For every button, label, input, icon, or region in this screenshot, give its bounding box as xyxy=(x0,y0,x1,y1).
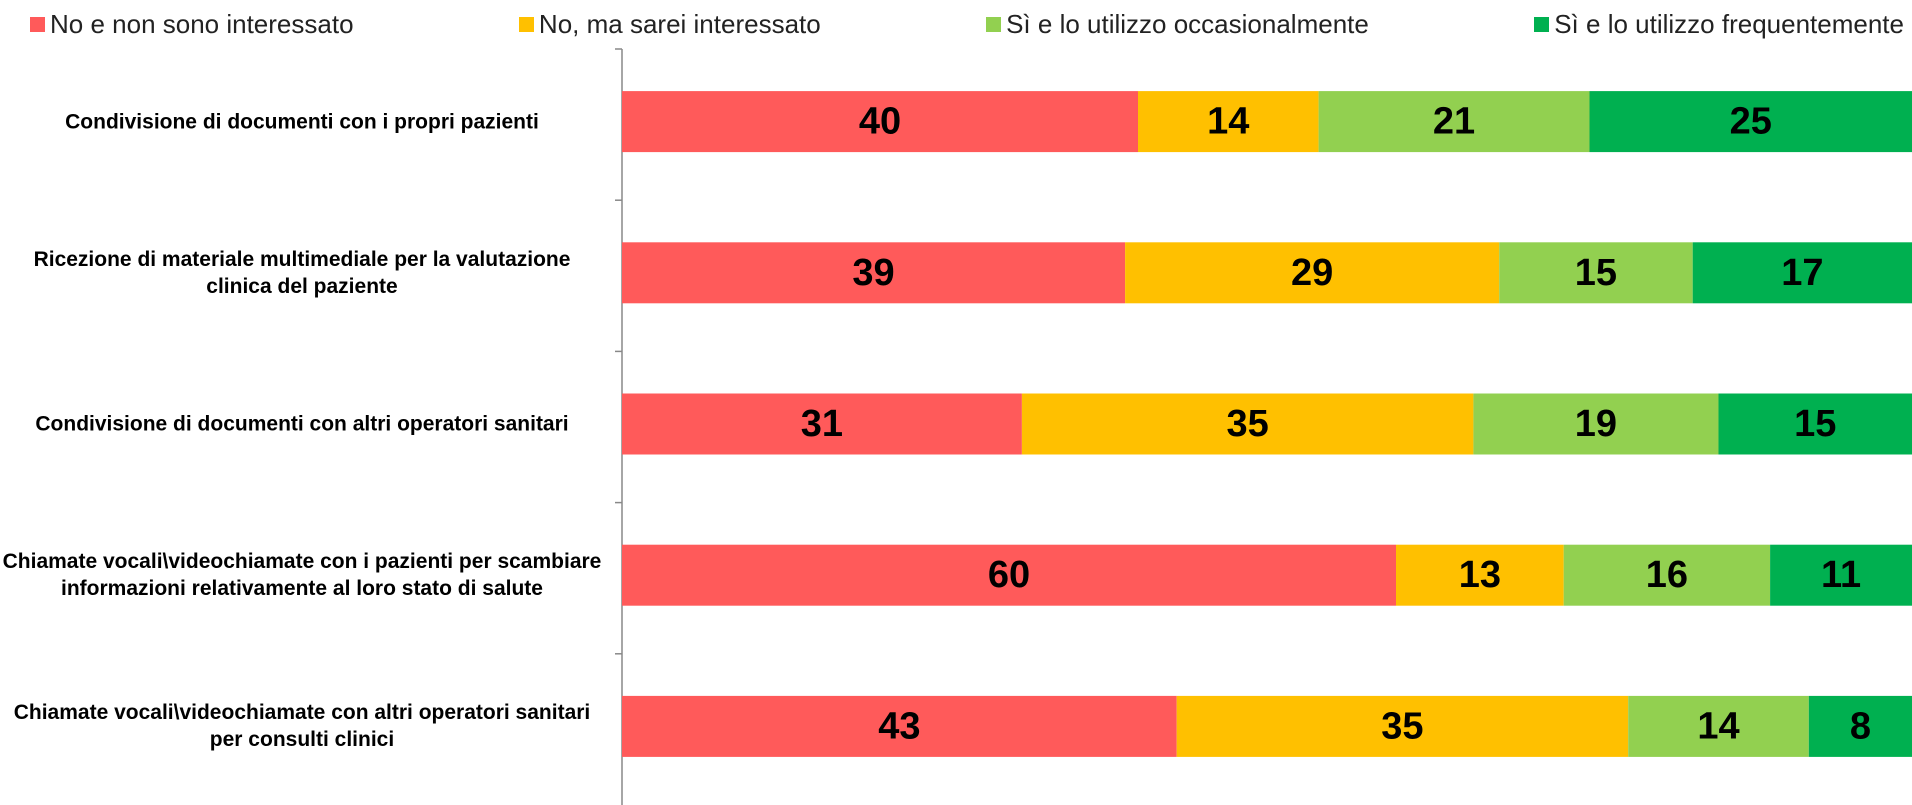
legend-label: No, ma sarei interessato xyxy=(538,8,821,39)
data-label: 17 xyxy=(1781,252,1823,294)
data-label: 39 xyxy=(852,252,894,294)
data-label: 15 xyxy=(1794,403,1836,445)
legend-item: No e non sono interessato xyxy=(30,9,354,40)
bar-segment xyxy=(1176,695,1629,757)
legend-item: No, ma sarei interessato xyxy=(518,8,821,40)
bar-segment xyxy=(1589,91,1912,153)
legend-swatch xyxy=(986,16,1002,32)
bar-segment xyxy=(622,242,1126,304)
bar-segment xyxy=(1563,544,1771,606)
bar-segment xyxy=(1473,393,1719,455)
data-label: 11 xyxy=(1821,554,1861,596)
data-label: 15 xyxy=(1575,252,1617,294)
data-label: 14 xyxy=(1207,101,1249,143)
data-label: 35 xyxy=(1381,705,1423,747)
category-label: Chiamate vocali\videochiamate con altri … xyxy=(13,701,591,752)
legend-label: Sì e lo utilizzo occasionalmente xyxy=(1006,8,1369,39)
bar-segment xyxy=(1318,91,1590,153)
data-label: 13 xyxy=(1459,554,1501,596)
data-label: 40 xyxy=(859,101,901,143)
legend-swatch xyxy=(518,16,534,32)
bar-segment xyxy=(622,91,1138,153)
data-label: 19 xyxy=(1575,403,1617,445)
data-label: 43 xyxy=(878,705,920,747)
bar-segment xyxy=(1499,242,1693,304)
data-label: 29 xyxy=(1291,252,1333,294)
bar-segment xyxy=(1808,695,1912,757)
bar-segment xyxy=(1021,393,1474,455)
bar-segment xyxy=(622,695,1177,757)
category-label: Ricezione di materiale multimediale per … xyxy=(33,247,571,298)
data-label: 25 xyxy=(1730,101,1772,143)
data-label: 21 xyxy=(1433,101,1475,143)
data-label: 16 xyxy=(1646,554,1688,596)
bar-segment xyxy=(1396,544,1564,606)
category-label: Condivisione di documenti con i propri p… xyxy=(65,110,539,134)
bar-segment xyxy=(1125,242,1500,304)
bar-segment xyxy=(1138,91,1319,153)
legend: No e non sono interessato No, ma sarei in… xyxy=(30,6,1904,42)
data-label: 14 xyxy=(1697,705,1739,747)
data-label: 31 xyxy=(801,403,843,445)
legend-swatch xyxy=(30,16,45,32)
bar-segment xyxy=(1692,242,1912,304)
data-label: 8 xyxy=(1850,705,1871,747)
bar-segment xyxy=(1628,695,1809,757)
bar-segment xyxy=(622,544,1396,606)
legend-item: Sì e lo utilizzo frequentemente xyxy=(1534,9,1904,40)
bar-segment xyxy=(1770,544,1912,606)
data-label: 35 xyxy=(1227,403,1269,445)
legend-label: No e non sono interessato xyxy=(50,8,354,39)
legend-swatch xyxy=(1534,16,1550,32)
data-label: 60 xyxy=(988,554,1030,596)
bar-segment xyxy=(622,393,1022,455)
category-label: Condivisione di documenti con altri oper… xyxy=(35,412,569,436)
bar-segment xyxy=(1718,393,1912,455)
category-label: Chiamate vocali\videochiamate con i pazi… xyxy=(2,550,602,601)
legend-item: Sì e lo utilizzo occasionalmente xyxy=(986,9,1369,40)
legend-label: Sì e lo utilizzo frequentemente xyxy=(1554,8,1904,39)
